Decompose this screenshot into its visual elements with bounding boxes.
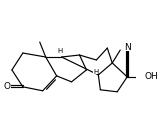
Bar (93, 68, 99, 74)
Text: H: H (57, 48, 62, 54)
Text: O: O (3, 82, 10, 91)
Bar (136, 73, 154, 81)
Text: OH: OH (144, 72, 158, 81)
Bar (123, 43, 131, 51)
Text: N: N (124, 43, 131, 52)
Text: H: H (94, 69, 99, 75)
Bar (57, 47, 63, 53)
Bar (3, 83, 11, 91)
